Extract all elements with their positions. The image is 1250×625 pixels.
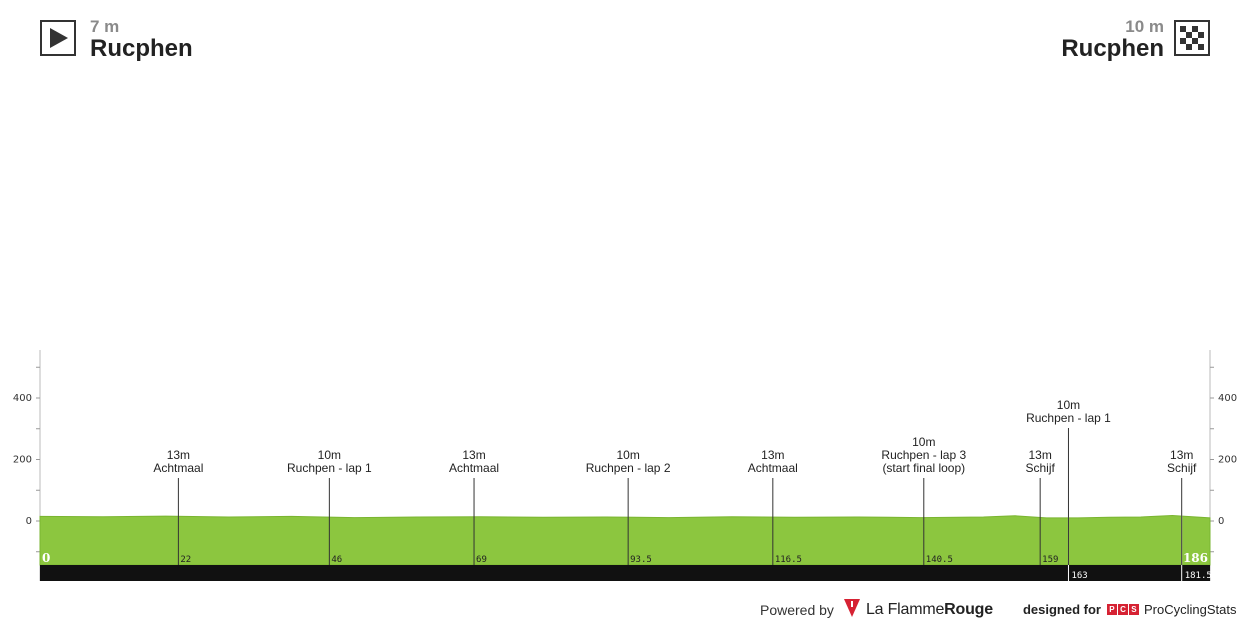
point-km-label: 159 [1042,555,1058,565]
play-icon [40,20,76,56]
point-name-label: Achtmaal [449,461,499,475]
footer: Powered by La FlammeRouge designed for P… [760,598,1236,621]
finish-elevation: 10 m [1125,17,1164,36]
point-km-label: 163 [1071,571,1087,581]
point-elevation-label: 13m [1028,448,1051,462]
point-km-label: 22 [180,555,191,565]
finish-city: Rucphen [1061,35,1164,62]
point-km-label: 93.5 [630,555,652,565]
point-name-label: Schijf [1025,461,1055,475]
point-elevation-label: 13m [1170,448,1193,462]
y-tick-label-right: 200 [1218,455,1237,466]
point-name-label: Schijf [1167,461,1197,475]
y-tick-label-left: 400 [13,393,32,404]
checkered-flag-icon [1174,20,1210,56]
start-city: Rucphen [90,35,193,62]
pcs-name: ProCyclingStats [1143,602,1237,617]
designed-for-label: designed for [1022,602,1101,617]
y-tick-label-left: 200 [13,455,32,466]
point-name-label: Ruchpen - lap 2 [586,461,671,475]
start-km-label: 0 [42,551,50,565]
end-km-label: 186 [1183,551,1208,565]
point-km-label: 69 [476,555,487,565]
point-km-label: 116.5 [775,555,802,565]
start-elevation: 7 m [90,17,120,36]
y-tick-label-right: 400 [1218,393,1237,404]
point-name-label: Ruchpen - lap 1 [1026,411,1111,425]
finish-header: 10 m Rucphen [1061,18,1210,62]
point-name-label: Ruchpen - lap 1 [287,461,372,475]
powered-by-label: Powered by [760,601,834,618]
y-tick-label-right: 0 [1218,516,1224,527]
point-elevation-label: 10m [318,448,341,462]
distance-bar [40,565,1210,581]
point-elevation-label: 10m [616,448,639,462]
point-elevation-label: 10m [912,435,935,449]
point-elevation-label: 13m [761,448,784,462]
la-flamme-rouge-name: La FlammeRouge [865,600,993,618]
point-elevation-label: 13m [167,448,190,462]
point-name-label: Achtmaal [153,461,203,475]
la-flamme-rouge-logo-icon [843,598,860,621]
point-name-label: Achtmaal [748,461,798,475]
point-elevation-label: 10m [1057,398,1080,412]
start-header: 7 m Rucphen [40,18,193,62]
point-name-label: (start final loop) [882,461,965,475]
point-elevation-label: 13m [462,448,485,462]
point-name-label: Ruchpen - lap 3 [881,448,966,462]
point-km-label: 46 [331,555,342,565]
y-tick-label-left: 0 [26,516,32,527]
profile-area [39,514,1211,566]
point-km-label: 181.5 [1185,571,1212,581]
point-km-label: 140.5 [926,555,953,565]
